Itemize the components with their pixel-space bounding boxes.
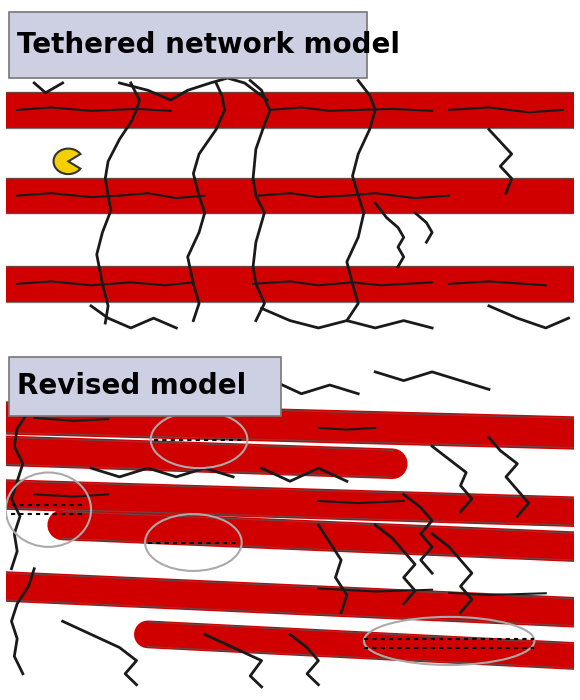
Text: Tethered network model: Tethered network model xyxy=(17,32,400,60)
Text: Revised model: Revised model xyxy=(17,372,247,400)
FancyBboxPatch shape xyxy=(9,12,367,78)
Wedge shape xyxy=(53,148,81,174)
FancyBboxPatch shape xyxy=(9,356,281,416)
